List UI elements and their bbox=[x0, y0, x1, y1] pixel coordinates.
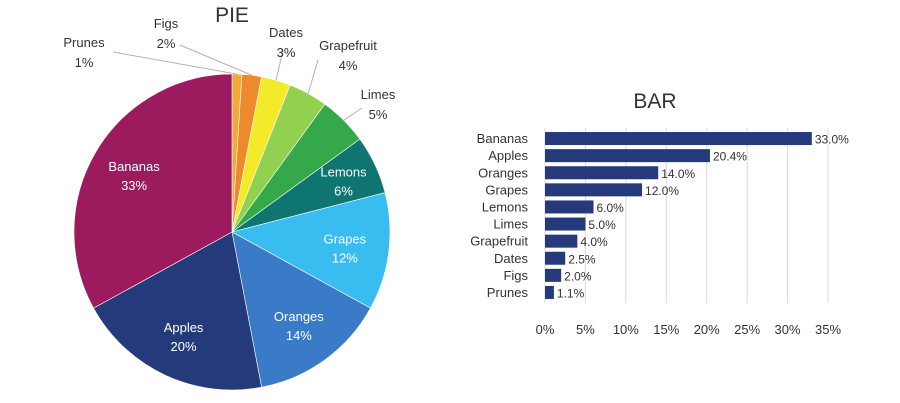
category-label-grapes: Grapes bbox=[485, 182, 528, 197]
pie-label-apples: Apples bbox=[164, 320, 204, 335]
bar-title: BAR bbox=[633, 90, 676, 113]
pie-slice-grapes bbox=[231, 192, 391, 309]
leader-line-figs bbox=[179, 44, 252, 76]
pie-value-limes: 5% bbox=[369, 107, 388, 122]
x-tick-label: 25% bbox=[734, 322, 760, 337]
pie-value-prunes: 1% bbox=[75, 55, 94, 70]
bar-grapes bbox=[545, 183, 643, 197]
bar-figs bbox=[545, 268, 562, 282]
x-tick-label: 0% bbox=[536, 322, 555, 337]
leader-line-limes bbox=[343, 107, 363, 121]
x-tick-label: 30% bbox=[775, 322, 801, 337]
bar-dates bbox=[545, 251, 566, 265]
pie-slice-apples bbox=[93, 231, 262, 391]
category-label-lemons: Lemons bbox=[482, 199, 529, 214]
value-label-oranges: 14.0% bbox=[661, 167, 695, 181]
category-label-limes: Limes bbox=[493, 217, 528, 232]
pie-slice-oranges bbox=[231, 231, 371, 388]
pie-label-grapes: Grapes bbox=[324, 231, 367, 246]
pie-label-limes: Limes bbox=[361, 87, 396, 102]
value-label-lemons: 6.0% bbox=[597, 201, 625, 215]
bar-bananas bbox=[545, 132, 812, 146]
value-label-grapefruit: 4.0% bbox=[580, 235, 608, 249]
leader-line-prunes bbox=[112, 51, 238, 75]
leader-line-grapefruit bbox=[307, 59, 319, 94]
category-label-prunes: Prunes bbox=[487, 285, 529, 300]
category-label-apples: Apples bbox=[488, 148, 528, 163]
x-tick-label: 35% bbox=[815, 322, 841, 337]
value-label-limes: 5.0% bbox=[588, 218, 616, 232]
value-label-bananas: 33.0% bbox=[815, 133, 849, 147]
x-tick-label: 5% bbox=[576, 322, 595, 337]
x-tick-label: 15% bbox=[653, 322, 679, 337]
pie-value-oranges: 14% bbox=[286, 328, 312, 343]
pie-value-figs: 2% bbox=[157, 36, 176, 51]
bar-lemons bbox=[545, 200, 594, 214]
bar-apples bbox=[545, 149, 710, 163]
pie-label-grapefruit: Grapefruit bbox=[319, 38, 377, 53]
value-label-grapes: 12.0% bbox=[645, 184, 679, 198]
bar-prunes bbox=[545, 285, 554, 299]
category-label-dates: Dates bbox=[494, 251, 528, 266]
pie-label-dates: Dates bbox=[269, 25, 303, 40]
pie-label-lemons: Lemons bbox=[320, 165, 367, 180]
pie-value-bananas: 33% bbox=[121, 178, 147, 193]
value-label-dates: 2.5% bbox=[568, 252, 596, 266]
pie-chart: Prunes 1% Figs 2% Dates 3% Grapefruit 4%Limes 5%… bbox=[63, 16, 396, 391]
category-label-bananas: Bananas bbox=[477, 131, 529, 146]
pie-value-dates: 3% bbox=[277, 45, 296, 60]
pie-label-bananas: Bananas bbox=[108, 159, 160, 174]
pie-value-grapefruit: 4% bbox=[339, 58, 358, 73]
value-label-prunes: 1.1% bbox=[557, 286, 585, 300]
x-tick-label: 10% bbox=[613, 322, 639, 337]
bar-grapefruit bbox=[545, 234, 578, 248]
category-label-oranges: Oranges bbox=[478, 165, 528, 180]
bar-limes bbox=[545, 217, 586, 231]
pie-label-prunes: Prunes bbox=[63, 35, 105, 50]
pie-label-oranges: Oranges bbox=[274, 309, 324, 324]
pie-value-grapes: 12% bbox=[332, 250, 358, 265]
pie-title: PIE bbox=[215, 4, 249, 27]
x-tick-label: 20% bbox=[694, 322, 720, 337]
bar-chart: 0% 5% 10% 15% 20% 25% 30% 35% Bananas 33.0% Apples… bbox=[470, 128, 849, 337]
pie-label-figs: Figs bbox=[154, 16, 179, 31]
value-label-figs: 2.0% bbox=[564, 269, 592, 283]
category-label-figs: Figs bbox=[503, 268, 528, 283]
leader-line-dates bbox=[275, 49, 284, 81]
category-label-grapefruit: Grapefruit bbox=[470, 234, 528, 249]
pie-value-apples: 20% bbox=[171, 339, 197, 354]
bar-oranges bbox=[545, 166, 659, 180]
pie-value-lemons: 6% bbox=[334, 184, 353, 199]
value-label-apples: 20.4% bbox=[713, 150, 747, 164]
pie-slice-bananas bbox=[73, 73, 233, 309]
